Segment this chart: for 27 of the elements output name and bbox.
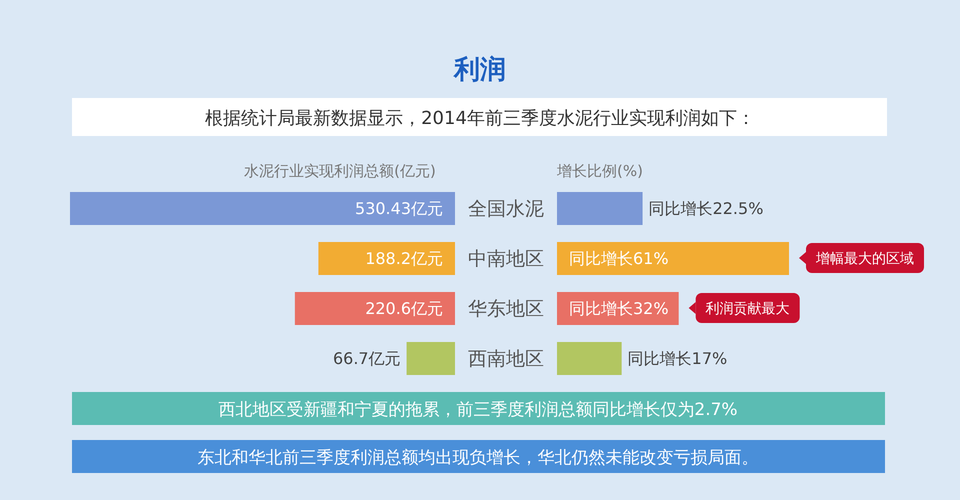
y-tick-label: 西南地区 bbox=[468, 348, 544, 370]
y-tick-label: 中南地区 bbox=[468, 248, 544, 270]
bar bbox=[406, 342, 455, 375]
annotation: 利润贡献最大 bbox=[706, 301, 790, 317]
bar bbox=[557, 342, 622, 375]
data-label: 同比增长32% bbox=[569, 299, 669, 318]
data-label: 同比增长17% bbox=[628, 349, 728, 368]
chart-title: 利润 bbox=[453, 55, 506, 85]
bar bbox=[557, 192, 643, 225]
data-label: 220.6亿元 bbox=[365, 299, 443, 318]
text: 东北和华北前三季度利润总额均出现负增长，华北仍然未能改变亏损局面。 bbox=[198, 448, 758, 468]
data-label: 66.7亿元 bbox=[332, 349, 401, 368]
x-axis-title: 水泥行业实现利润总额(亿元) bbox=[244, 162, 436, 180]
chart-subtitle: 根据统计局最新数据显示，2014年前三季度水泥行业实现利润如下： bbox=[205, 108, 755, 129]
bar bbox=[318, 242, 455, 275]
data-label: 530.43亿元 bbox=[355, 199, 443, 218]
data-label: 同比增长22.5% bbox=[648, 199, 764, 218]
bar bbox=[557, 242, 789, 275]
bar bbox=[70, 192, 455, 225]
x-axis-title: 增长比例(%) bbox=[556, 162, 643, 180]
text: 西北地区受新疆和宁夏的拖累，前三季度利润总额同比增长仅为2.7% bbox=[218, 400, 738, 420]
bar bbox=[294, 292, 455, 325]
y-tick-label: 全国水泥 bbox=[468, 198, 544, 220]
data-label: 同比增长61% bbox=[569, 249, 669, 268]
data-label: 188.2亿元 bbox=[365, 249, 443, 268]
annotation: 增幅最大的区域 bbox=[815, 251, 914, 267]
y-tick-label: 华东地区 bbox=[468, 298, 544, 320]
